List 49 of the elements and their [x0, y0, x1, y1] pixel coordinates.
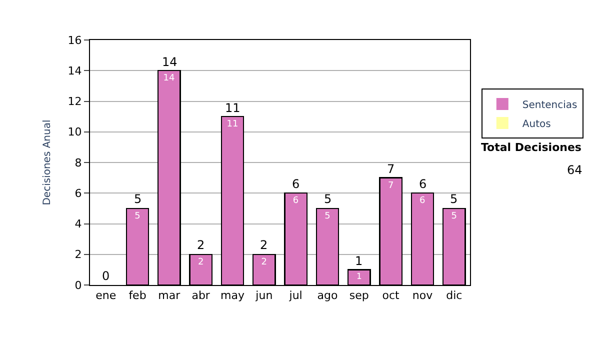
y-tick-label: 12 [68, 95, 82, 108]
x-tick-label: oct [382, 289, 400, 302]
x-tick-label: mar [158, 289, 181, 302]
x-tick-label: feb [128, 289, 146, 302]
y-tick-label: 10 [68, 126, 82, 139]
text: 64 [567, 163, 582, 177]
total-label: 5 [324, 192, 332, 206]
data-label: 6 [292, 196, 299, 206]
y-tick-label: 14 [68, 64, 82, 78]
total-label: 6 [419, 177, 427, 191]
x-tick-label: nov [412, 289, 434, 302]
y-tick-label: 4 [74, 218, 82, 231]
x-tick-label: may [220, 289, 245, 302]
total-label: 14 [162, 55, 178, 69]
x-tick-label: sep [349, 289, 369, 302]
legend-label: Sentencias [522, 100, 578, 111]
data-label: 14 [163, 74, 176, 84]
text: Total Decisiones [481, 141, 582, 154]
total-label: 6 [292, 177, 300, 191]
y-tick-label: 6 [74, 186, 82, 200]
y-tick-label: 8 [74, 156, 82, 170]
data-label: 2 [261, 257, 268, 268]
data-label: 5 [324, 211, 330, 222]
data-label: 6 [420, 196, 426, 206]
total-label: 0 [102, 269, 110, 283]
data-label: 1 [356, 271, 362, 282]
y-tick-label: 0 [74, 278, 82, 292]
data-label: 2 [198, 257, 204, 268]
y-tick-label: 16 [68, 34, 82, 47]
total-label: 1 [355, 254, 363, 268]
x-tick-label: jun [254, 289, 273, 302]
x-tick-label: ago [317, 289, 338, 302]
total-label: 5 [450, 192, 458, 206]
x-tick-label: dic [446, 289, 462, 302]
total-label: 7 [387, 162, 395, 176]
x-tick-label: ene [96, 289, 116, 302]
data-label: 5 [451, 211, 458, 222]
data-label: 7 [388, 180, 394, 191]
y-tick-label: 2 [74, 248, 82, 262]
data-label: 5 [134, 211, 140, 222]
legend-label: Autos [522, 118, 551, 130]
total-label: 5 [134, 192, 142, 206]
x-tick-label: abr [192, 289, 210, 302]
total-label: 11 [225, 101, 240, 115]
data-label: 11 [226, 120, 238, 130]
y-axis-title: Decisiones Anual [42, 120, 53, 206]
total-label: 2 [197, 238, 205, 252]
total-label: 2 [260, 238, 268, 252]
x-tick-label: jul [288, 289, 302, 302]
